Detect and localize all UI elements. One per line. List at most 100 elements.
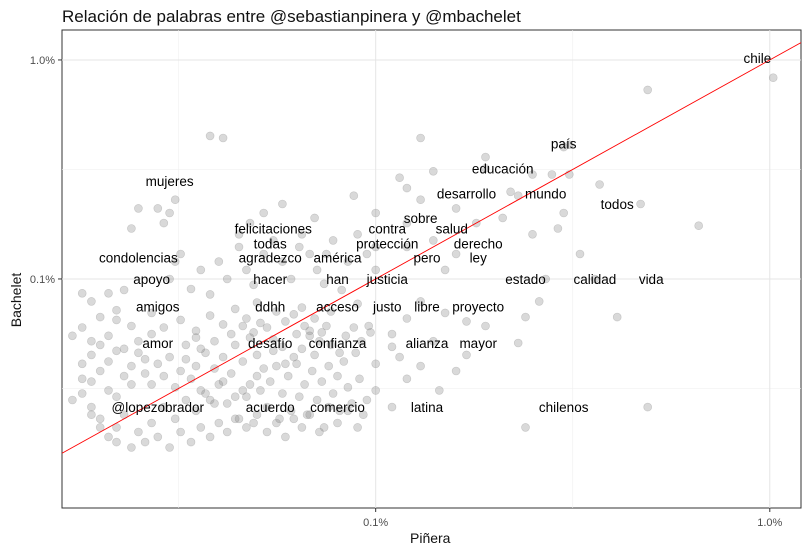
word-label: amigos	[136, 299, 180, 314]
data-point	[559, 208, 569, 218]
word-label: ley	[470, 251, 488, 266]
data-point	[238, 321, 248, 331]
data-point	[234, 414, 244, 424]
data-point	[333, 418, 342, 428]
data-point	[95, 366, 105, 376]
data-point	[147, 329, 156, 339]
data-point	[343, 257, 353, 266]
data-point	[201, 389, 210, 398]
data-point	[201, 348, 210, 358]
data-point	[218, 320, 228, 329]
data-point	[341, 331, 351, 341]
data-point	[196, 265, 206, 275]
word-label: derecho	[454, 237, 503, 252]
data-point	[440, 308, 450, 318]
data-point	[528, 230, 537, 239]
data-point	[214, 418, 224, 428]
word-label: justicia	[366, 272, 409, 287]
data-point	[268, 236, 278, 245]
data-point	[165, 208, 174, 218]
data-point	[140, 354, 150, 364]
data-point	[238, 386, 248, 395]
data-point	[153, 359, 163, 369]
data-point	[402, 218, 412, 228]
data-point	[205, 311, 215, 320]
data-point	[226, 329, 236, 339]
data-point	[127, 321, 136, 331]
data-point	[87, 377, 96, 386]
word-label: confianza	[309, 336, 367, 351]
data-point	[278, 199, 287, 209]
word-label: contra	[369, 222, 407, 237]
word-label: chile	[744, 51, 772, 66]
data-point	[694, 221, 704, 230]
word-labels-layer: chile país educación mujeres desarrollo mundo…	[99, 51, 771, 415]
data-point	[95, 340, 105, 350]
data-point	[230, 304, 240, 314]
data-point	[353, 230, 362, 239]
data-point	[462, 350, 471, 360]
data-point	[317, 328, 327, 337]
data-point	[119, 344, 129, 354]
reference-line-layer	[61, 42, 802, 454]
data-point	[140, 369, 150, 378]
data-point	[181, 354, 191, 364]
data-point	[355, 374, 364, 384]
data-point	[191, 406, 201, 416]
data-point	[528, 170, 537, 179]
data-point	[95, 312, 105, 322]
data-point	[451, 366, 461, 376]
data-point	[339, 357, 349, 366]
data-point	[337, 285, 347, 295]
data-point	[357, 336, 366, 346]
data-point	[310, 314, 319, 323]
data-point	[315, 427, 324, 437]
data-point	[428, 167, 438, 176]
data-point	[333, 371, 342, 381]
chart-title: Relación de palabras entre @sebastianpin…	[62, 7, 521, 26]
data-point	[335, 348, 344, 358]
data-point	[481, 164, 490, 173]
word-label: sobre	[404, 211, 438, 226]
data-point	[159, 218, 169, 228]
word-label: estado	[505, 272, 546, 287]
data-point	[205, 432, 215, 442]
word-label: protección	[356, 237, 418, 252]
data-point	[104, 288, 113, 298]
data-point	[210, 399, 219, 408]
data-point	[159, 402, 169, 412]
data-point	[112, 305, 121, 315]
data-point	[353, 299, 362, 309]
data-point	[104, 357, 113, 366]
data-point	[252, 371, 262, 381]
word-label: mundo	[525, 187, 566, 202]
word-label: américa	[313, 251, 362, 266]
data-point	[87, 350, 96, 360]
data-point	[119, 371, 129, 381]
data-point	[305, 410, 315, 420]
word-label: país	[551, 137, 577, 152]
data-point	[289, 309, 299, 319]
data-point	[119, 285, 129, 295]
data-point	[366, 328, 375, 337]
data-point	[294, 242, 304, 252]
data-point	[77, 288, 87, 298]
data-point	[289, 352, 299, 362]
axis-ticks-layer: 0.1% 1.0% 0.1% 1.0%	[30, 55, 783, 529]
data-point	[498, 213, 508, 223]
data-point	[302, 410, 312, 420]
data-point	[165, 274, 174, 284]
x-axis-title: Piñera	[410, 530, 451, 546]
data-point	[134, 348, 143, 358]
data-point	[87, 336, 96, 346]
data-point	[402, 374, 412, 384]
data-point	[205, 131, 215, 141]
plot-panel	[61, 29, 802, 509]
data-point	[322, 249, 331, 259]
data-point	[127, 361, 136, 371]
data-point	[362, 249, 372, 259]
data-point	[259, 364, 269, 373]
data-point	[181, 395, 191, 405]
word-label: justo	[372, 299, 402, 314]
data-point	[249, 280, 258, 290]
